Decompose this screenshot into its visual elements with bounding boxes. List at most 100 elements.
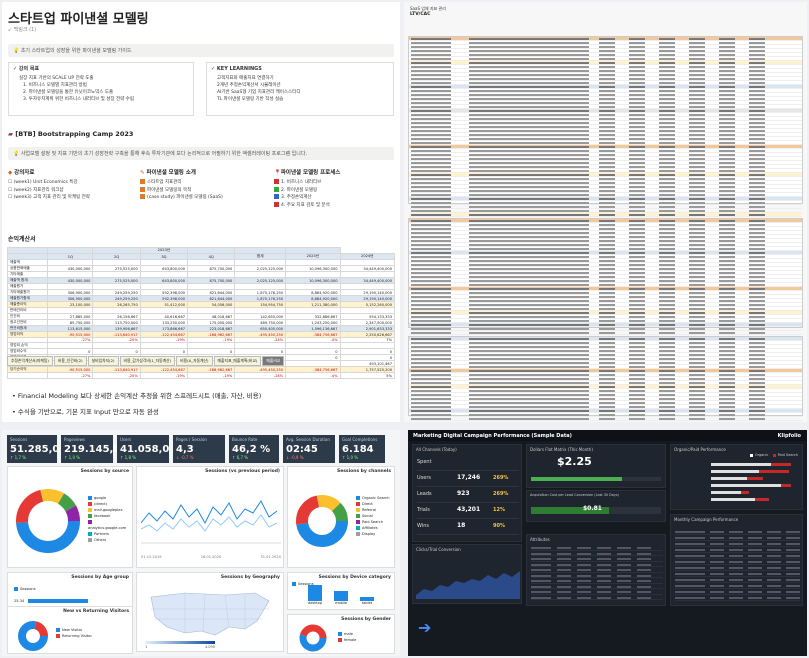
intro-link[interactable]: (case study) 파이낸셜 모델링 (SaaS) <box>140 194 223 202</box>
cell-text <box>719 252 735 254</box>
legend-swatch <box>14 587 18 591</box>
cell-text <box>749 338 765 340</box>
sheet-tab[interactable]: 매출비교 <box>262 356 285 366</box>
table-cell <box>557 580 571 582</box>
cell-text <box>599 50 615 52</box>
cell-text <box>659 114 675 116</box>
channels-legend: Organic Search Direct Referral Social Paid S… <box>356 495 389 537</box>
cell-text <box>719 142 735 144</box>
cell-text <box>749 224 765 226</box>
intro-link[interactable]: 파이낸셜 모델링의 목적 <box>140 186 223 195</box>
table-cell <box>557 563 571 566</box>
cell-text <box>411 74 451 76</box>
cell-text <box>689 134 705 136</box>
materials-link[interactable]: ☐ (week2) 지표관리 워크샵 <box>8 187 64 193</box>
cell-text <box>599 264 615 266</box>
intro-link[interactable]: 스타트업 지표관리 <box>140 179 223 187</box>
cell-text <box>539 98 555 100</box>
table-cell <box>710 585 724 587</box>
cell-text <box>411 232 451 234</box>
cell-text <box>719 354 735 356</box>
table-cell <box>617 585 631 588</box>
cell-text <box>749 398 765 400</box>
sheet-row <box>409 315 802 319</box>
cell-text <box>689 122 705 124</box>
arrow-right-icon[interactable]: ➔ <box>418 618 432 637</box>
sheet-row <box>409 109 802 113</box>
sheet-tab[interactable]: 비용_인건비(2) <box>53 356 87 366</box>
cell-text <box>411 260 451 262</box>
kpi-delta: ↑ 1,7 % <box>10 455 27 460</box>
legend-text: analytics.google.com <box>88 526 127 530</box>
table-row <box>675 535 800 541</box>
sheet-tab[interactable]: 비용_감가상각비(1_자동계산) <box>119 356 176 366</box>
visitors-donut <box>18 621 48 651</box>
cell-text <box>599 150 615 152</box>
cell-text <box>749 146 765 148</box>
cell-text <box>569 256 585 258</box>
cell-text <box>569 304 585 306</box>
cell-text <box>719 90 735 92</box>
cell-text <box>659 414 675 416</box>
cell-text <box>411 186 451 188</box>
legend-swatch <box>88 532 92 536</box>
cell-text <box>569 70 585 72</box>
cell-text <box>469 252 589 254</box>
cell-text <box>719 386 735 388</box>
cell-text <box>599 244 615 246</box>
sheet-tab[interactable]: 추정손익계산서(마케팅) <box>7 356 53 366</box>
cell-text <box>469 170 589 172</box>
process-link[interactable]: 1. 비즈니스 내러티브 <box>274 179 330 187</box>
cell-text <box>629 264 645 266</box>
cell-text <box>569 292 585 294</box>
cell-text <box>539 328 555 330</box>
table-cell <box>577 596 591 599</box>
kpi-value: 41.058,0 <box>120 444 170 455</box>
cell-text <box>539 210 555 212</box>
sheet-row <box>409 117 802 121</box>
cell-text <box>659 170 675 172</box>
cell-text <box>411 292 451 294</box>
cell-text <box>599 182 615 184</box>
process-link[interactable]: 4. 주요 지표 검토 및 분석 <box>274 201 330 210</box>
spreadsheet-block-3 <box>408 336 803 421</box>
cell-text <box>539 50 555 52</box>
cell-text <box>659 86 675 88</box>
table-cell <box>617 596 631 599</box>
cell-text <box>411 382 451 384</box>
cell-text <box>629 366 645 368</box>
cell-text <box>719 82 735 84</box>
sheet-row <box>409 133 802 137</box>
sheet-tab[interactable]: 비용(A_자동계산) <box>176 356 213 366</box>
materials-link[interactable]: ☐ (week1) Unit Economics 특강 <box>8 180 78 185</box>
sheet-row <box>409 81 802 85</box>
cell-text <box>719 342 735 344</box>
cell-text <box>539 102 555 104</box>
cell-text <box>689 240 705 242</box>
process-link[interactable]: 3. 추정손익계산 <box>274 194 330 202</box>
cell-text <box>469 210 589 212</box>
cell-text <box>469 378 589 380</box>
cell-text <box>629 62 645 64</box>
card-title: Sessions (vs previous period) <box>205 469 280 474</box>
cell-text <box>469 82 589 84</box>
spend-card: Dollars Flat Matrix (This Month) $2.25 <box>526 444 666 488</box>
cell-text <box>539 244 555 246</box>
kpi-label: Avg. Session Duration <box>286 437 330 442</box>
materials-link[interactable]: ☐ (week3) 고객 지표 관리 및 마케팅 전략 <box>8 195 90 200</box>
backlink[interactable]: ↙ 백링크 (1) <box>8 27 37 33</box>
sheet-tab[interactable]: 설비임차지(2) <box>87 356 119 366</box>
cell-text <box>719 332 735 334</box>
cell-text <box>599 158 615 160</box>
cell-text <box>749 58 765 60</box>
metric-label: Spent <box>417 459 432 465</box>
process-link[interactable]: 2. 파이낸셜 모델링 <box>274 186 330 195</box>
cell-text <box>599 406 615 408</box>
sheet-tab[interactable]: 매출지표_매출계획(비교) <box>213 356 262 366</box>
sheet-row <box>409 97 802 101</box>
metric-percent: 90% <box>493 523 505 529</box>
cell-text <box>629 210 645 212</box>
cell-text <box>689 346 705 348</box>
table-cell <box>597 569 611 571</box>
cell-text <box>539 316 555 318</box>
